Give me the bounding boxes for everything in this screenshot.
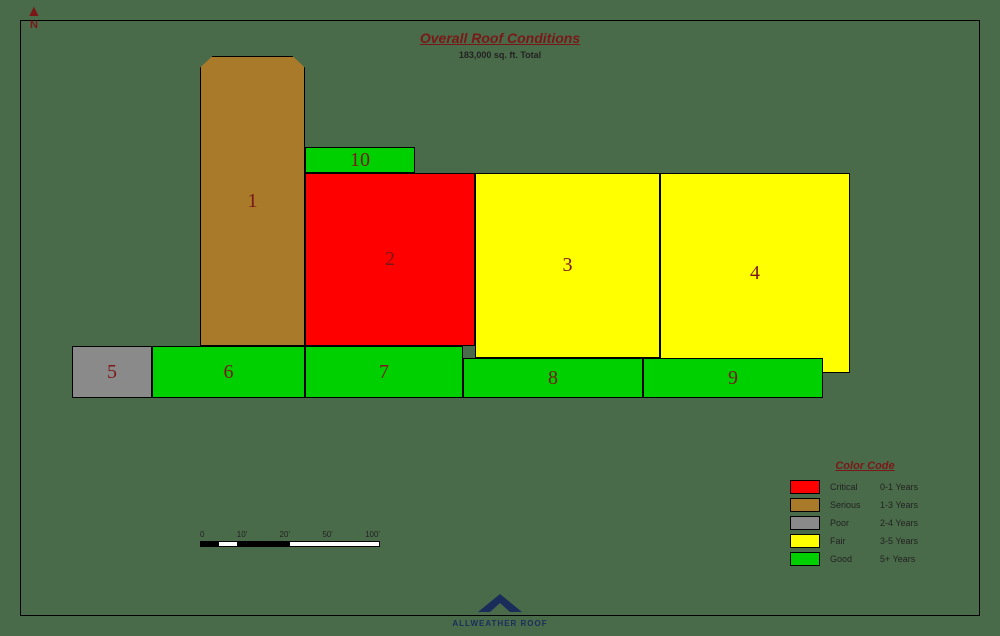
roof-section-3: 3	[475, 173, 660, 358]
section-label: 7	[379, 361, 389, 384]
scale-labels: 0 10' 20' 50' 100'	[200, 530, 380, 539]
roof-section-9: 9	[643, 358, 823, 398]
legend-years: 5+ Years	[880, 554, 940, 564]
logo-text: ALLWEATHER ROOF	[0, 619, 1000, 628]
roof-section-8: 8	[463, 358, 643, 398]
legend-label: Serious	[830, 500, 880, 510]
legend-row: Fair3-5 Years	[790, 534, 940, 548]
legend-swatch	[790, 552, 820, 566]
roof-section-7: 7	[305, 346, 463, 398]
section-label: 2	[385, 248, 395, 271]
legend-years: 0-1 Years	[880, 482, 940, 492]
scale-tick-label: 100'	[365, 530, 380, 539]
scale-tick-label: 50'	[322, 530, 332, 539]
legend-label: Fair	[830, 536, 880, 546]
section-label: 3	[563, 254, 573, 277]
legend-label: Good	[830, 554, 880, 564]
section-label: 8	[548, 367, 558, 390]
company-logo: ALLWEATHER ROOF	[0, 592, 1000, 628]
legend-years: 2-4 Years	[880, 518, 940, 528]
legend-years: 1-3 Years	[880, 500, 940, 510]
scale-tick-label: 0	[200, 530, 204, 539]
section-label: 4	[750, 262, 760, 285]
logo-icon	[470, 592, 530, 614]
scale-segment	[219, 542, 237, 546]
roof-section-2: 2	[305, 173, 475, 346]
scale-tick-label: 20'	[280, 530, 290, 539]
scale-segment	[201, 542, 219, 546]
scale-bar: 0 10' 20' 50' 100'	[200, 530, 380, 547]
legend-swatch	[790, 534, 820, 548]
legend-row: Good5+ Years	[790, 552, 940, 566]
legend-title: Color Code	[790, 460, 940, 472]
section-label: 9	[728, 367, 738, 390]
roof-section-1: 1	[200, 56, 305, 346]
legend-label: Critical	[830, 482, 880, 492]
roof-section-4: 4	[660, 173, 850, 373]
legend-row: Serious1-3 Years	[790, 498, 940, 512]
scale-segments	[200, 541, 380, 547]
roof-section-6: 6	[152, 346, 305, 398]
section-label: 10	[350, 149, 370, 172]
section-label: 5	[107, 361, 117, 384]
legend-row: Critical0-1 Years	[790, 480, 940, 494]
legend-swatch	[790, 516, 820, 530]
section-label: 6	[224, 361, 234, 384]
scale-segment	[237, 542, 290, 546]
roof-section-5: 5	[72, 346, 152, 398]
legend-years: 3-5 Years	[880, 536, 940, 546]
scale-segment	[290, 542, 379, 546]
legend-row: Poor2-4 Years	[790, 516, 940, 530]
scale-tick-label: 10'	[237, 530, 247, 539]
legend: Color Code Critical0-1 YearsSerious1-3 Y…	[790, 460, 940, 570]
roof-section-10: 10	[305, 147, 415, 173]
legend-swatch	[790, 498, 820, 512]
legend-swatch	[790, 480, 820, 494]
legend-label: Poor	[830, 518, 880, 528]
section-label: 1	[248, 190, 258, 213]
